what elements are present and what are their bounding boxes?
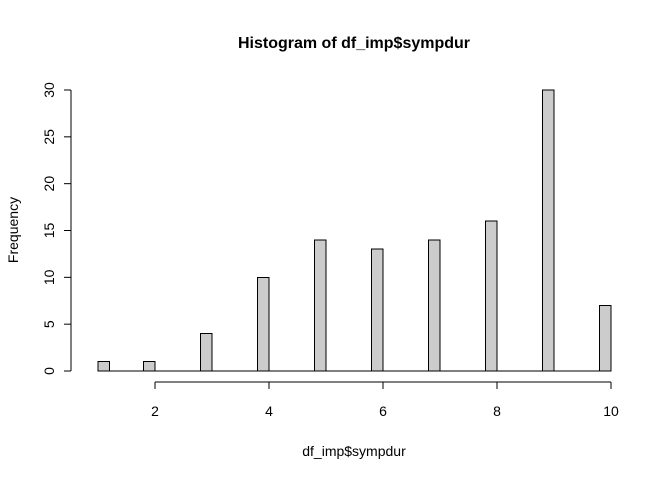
y-tick-label: 30 [41, 82, 57, 98]
histogram-bar [485, 220, 498, 372]
y-tick-label: 10 [41, 269, 57, 285]
y-axis-label: Frequency [5, 197, 21, 263]
histogram-bar [371, 248, 384, 372]
x-tick-label: 8 [493, 403, 501, 419]
x-tick-label: 4 [265, 403, 273, 419]
histogram-bar [428, 239, 441, 372]
y-tick-label: 15 [41, 223, 57, 239]
y-axis: 0 5 10 15 20 25 30 [41, 82, 72, 375]
histogram-bar [200, 333, 213, 372]
y-tick-label: 20 [41, 176, 57, 192]
histogram-bar [599, 304, 612, 372]
histogram-bar [542, 89, 555, 372]
histogram-bar [314, 239, 327, 372]
y-tick-label: 5 [41, 320, 57, 328]
bars-group [97, 89, 612, 372]
y-tick-label: 0 [41, 367, 57, 375]
histogram-bar [257, 276, 270, 372]
x-axis: 2 4 6 8 10 [151, 381, 619, 419]
chart-title: Histogram of df_imp$sympdur [238, 35, 470, 52]
x-tick-label: 10 [603, 403, 619, 419]
histogram-bar [97, 361, 110, 372]
x-axis-label: df_imp$sympdur [302, 443, 406, 459]
histogram-bar [143, 361, 156, 372]
x-tick-label: 6 [379, 403, 387, 419]
y-tick-label: 25 [41, 129, 57, 145]
x-tick-label: 2 [151, 403, 159, 419]
